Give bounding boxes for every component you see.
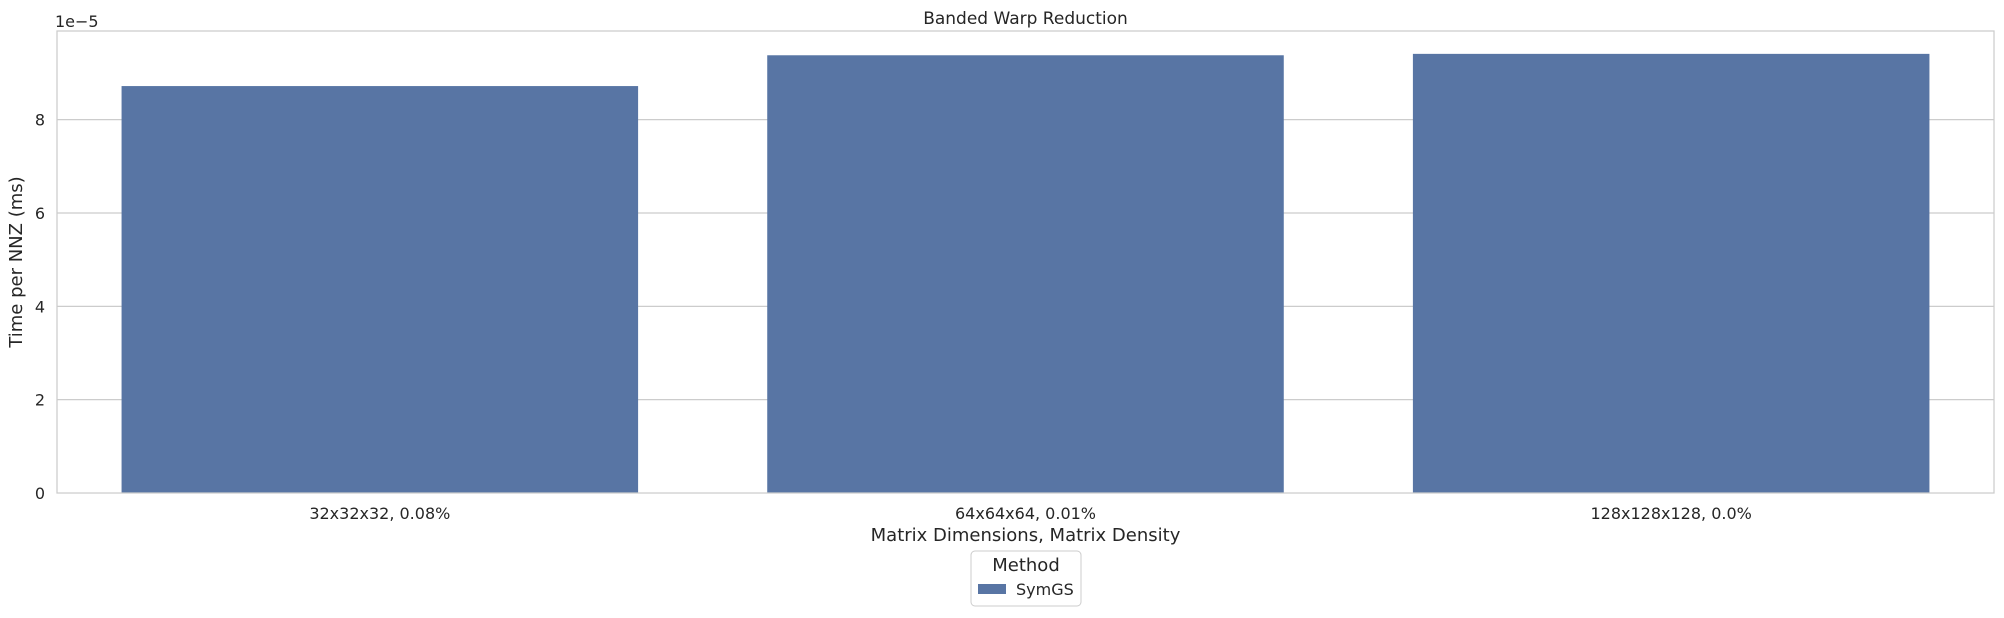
y-offset-label: 1e−5	[55, 12, 99, 31]
y-tick-label: 6	[35, 204, 45, 223]
legend: Method SymGS	[970, 550, 1082, 607]
bar-3	[1412, 53, 1930, 493]
x-tick-labels: 32x32x32, 0.08% 64x64x64, 0.01% 128x128x12…	[309, 504, 1752, 523]
bar-2	[767, 55, 1284, 494]
x-tick-label: 64x64x64, 0.01%	[955, 504, 1096, 523]
x-tick-label: 128x128x128, 0.0%	[1590, 504, 1751, 523]
y-tick-label: 8	[35, 111, 45, 130]
bars	[121, 53, 1930, 494]
chart-title: Banded Warp Reduction	[923, 9, 1128, 29]
axes-frame	[56, 30, 1995, 494]
y-tick-label: 4	[35, 297, 45, 316]
x-axis-label: Matrix Dimensions, Matrix Density	[871, 525, 1181, 546]
legend-label-symgs: SymGS	[1016, 580, 1074, 599]
y-tick-label: 0	[35, 484, 45, 503]
bar-1	[121, 86, 639, 494]
y-tick-labels: 0 2 4 6 8	[35, 111, 45, 503]
y-tick-label: 2	[35, 391, 45, 410]
legend-title: Method	[992, 555, 1060, 576]
y-axis-label: Time per NNZ (ms)	[6, 176, 27, 348]
x-tick-label: 32x32x32, 0.08%	[309, 504, 450, 523]
legend-swatch-symgs	[978, 584, 1006, 594]
